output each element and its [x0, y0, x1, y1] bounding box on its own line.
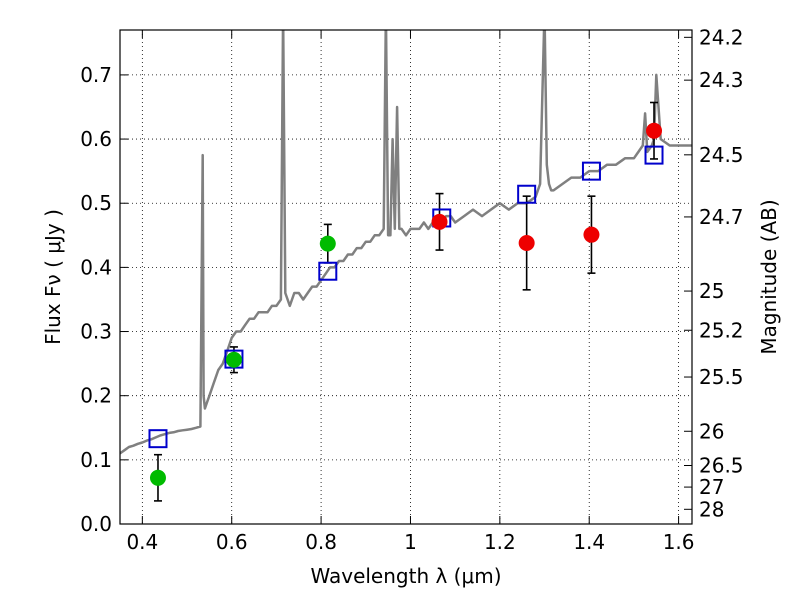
right-axis-label: Magnitude (AB) [757, 199, 781, 354]
x-tick-label: 1.6 [663, 530, 695, 554]
x-tick-label: 0.8 [305, 530, 337, 554]
right-tick-label: 24.2 [699, 25, 744, 49]
x-tick-label: 1.4 [573, 530, 605, 554]
right-tick-label: 28 [699, 497, 724, 521]
model-point [517, 184, 537, 204]
points-layer [148, 122, 664, 486]
y-tick-label: 0.5 [80, 191, 112, 215]
right-tick-label: 24.5 [699, 143, 744, 167]
observed-point [583, 226, 600, 243]
right-tick-label: 26.5 [699, 453, 744, 477]
x-axis-label: Wavelength λ (μm) [310, 564, 501, 588]
observed-point [149, 469, 166, 486]
y-tick-label: 0.7 [80, 63, 112, 87]
model-point [318, 261, 338, 281]
right-tick-label: 25.5 [699, 365, 744, 389]
y-tick-label: 0.0 [80, 512, 112, 536]
observed-point [518, 234, 535, 251]
x-tick-label: 0.6 [216, 530, 248, 554]
tick-labels: 0.4 0.6 0.8 1 1.2 1.4 1.6 0.0 0.1 0.2 0.3 0.4 0.5 0.6… [80, 25, 743, 554]
observed-point [646, 122, 663, 139]
observed-point [431, 213, 448, 230]
y-tick-label: 0.1 [80, 448, 112, 472]
y-tick-label: 0.4 [80, 255, 112, 279]
x-tick-label: 1 [404, 530, 417, 554]
spectrum-layer [120, 30, 692, 455]
y-tick-label: 0.3 [80, 320, 112, 344]
right-tick-label: 24.7 [699, 205, 744, 229]
model-point [581, 161, 601, 181]
x-tick-label: 0.4 [126, 530, 158, 554]
spectrum-line [120, 30, 692, 455]
y-tick-label: 0.6 [80, 127, 112, 151]
right-tick-label: 27 [699, 475, 724, 499]
axes-layer [119, 29, 693, 525]
grid-lines [120, 30, 692, 525]
observed-point [319, 235, 336, 252]
right-tick-label: 25.2 [699, 318, 744, 342]
x-tick-label: 1.2 [484, 530, 516, 554]
plot-frame [119, 29, 693, 525]
y-axis-label: Flux Fν ( μJy ) [41, 209, 65, 345]
right-tick-label: 24.3 [699, 68, 744, 92]
model-point [644, 145, 664, 165]
model-point [148, 429, 168, 449]
right-tick-label: 26 [699, 419, 724, 443]
right-tick-label: 25 [699, 279, 724, 303]
observed-point [225, 351, 242, 368]
y-tick-label: 0.2 [80, 384, 112, 408]
